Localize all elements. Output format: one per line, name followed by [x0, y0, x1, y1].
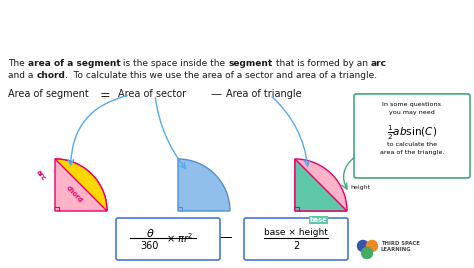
Text: The: The: [8, 59, 27, 68]
Wedge shape: [178, 159, 230, 211]
Text: base × height: base × height: [264, 229, 328, 237]
Text: chord: chord: [36, 71, 65, 80]
Text: LEARNING: LEARNING: [381, 247, 411, 252]
Text: that is formed by an: that is formed by an: [273, 59, 371, 68]
Polygon shape: [295, 159, 347, 211]
Text: you may need: you may need: [389, 110, 435, 115]
Text: —: —: [220, 232, 232, 244]
Text: Area of triangle: Area of triangle: [226, 89, 301, 99]
Text: to calculate the: to calculate the: [387, 142, 437, 147]
Text: 360: 360: [141, 241, 159, 251]
Text: is the space inside the: is the space inside the: [120, 59, 228, 68]
Text: Area of sector: Area of sector: [118, 89, 186, 99]
Text: and a: and a: [8, 71, 36, 80]
Text: =: =: [100, 89, 110, 102]
Text: Area of segment: Area of segment: [8, 89, 89, 99]
Text: In some questions: In some questions: [383, 102, 441, 107]
FancyBboxPatch shape: [244, 218, 348, 260]
Text: THIRD SPACE: THIRD SPACE: [381, 241, 420, 247]
Text: $\frac{1}{2}ab\sin(C)$: $\frac{1}{2}ab\sin(C)$: [387, 124, 437, 142]
Text: base: base: [310, 217, 327, 223]
Text: area of a segment: area of a segment: [27, 59, 120, 68]
Text: chord: chord: [65, 184, 83, 203]
Wedge shape: [295, 159, 347, 211]
FancyBboxPatch shape: [116, 218, 220, 260]
Circle shape: [357, 240, 368, 251]
Text: $\times\ \pi r^2$: $\times\ \pi r^2$: [166, 231, 193, 245]
Text: —: —: [210, 89, 221, 99]
Text: arc: arc: [371, 59, 386, 68]
Text: Area of a Segment: Area of a Segment: [8, 18, 204, 38]
Text: arc: arc: [35, 169, 47, 182]
Wedge shape: [55, 159, 107, 211]
Text: 2: 2: [293, 241, 299, 251]
FancyBboxPatch shape: [354, 94, 470, 178]
Circle shape: [366, 240, 377, 251]
Text: $\theta$: $\theta$: [146, 227, 155, 239]
Text: area of the triangle.: area of the triangle.: [380, 150, 444, 155]
Text: .  To calculate this we use the area of a sector and area of a triangle.: . To calculate this we use the area of a…: [65, 71, 377, 80]
Polygon shape: [55, 159, 107, 211]
Text: segment: segment: [228, 59, 273, 68]
Text: height: height: [350, 185, 370, 190]
Circle shape: [362, 247, 373, 259]
